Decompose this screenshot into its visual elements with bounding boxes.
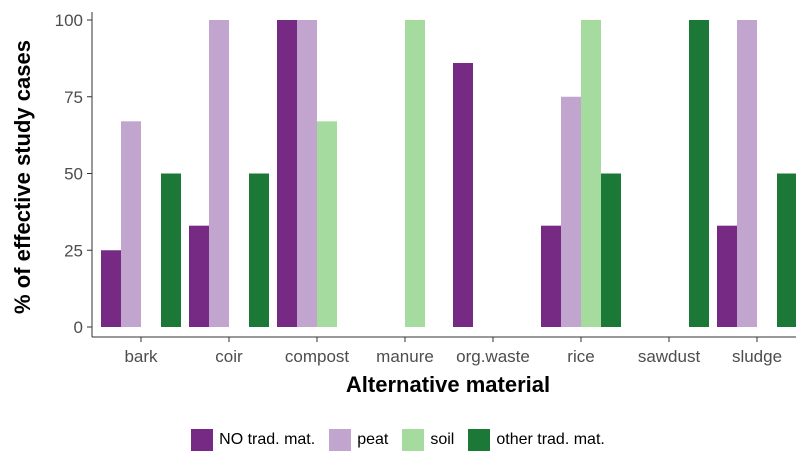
bar-rice-no-trad-mat-	[541, 225, 561, 327]
bar-coir-no-trad-mat-	[189, 225, 209, 327]
y-tick-label: 75	[64, 88, 83, 107]
legend-label: NO trad. mat.	[219, 431, 316, 448]
legend-swatch	[329, 429, 352, 451]
x-axis-title: Alternative material	[346, 372, 550, 397]
x-tick-label: bark	[124, 347, 158, 366]
bar-manure-soil	[405, 20, 425, 327]
x-axis: bark coir compost manure org.waste rice sawdus…	[92, 336, 796, 366]
plot-area	[101, 20, 796, 327]
x-tick-label: rice	[567, 347, 594, 366]
bar-bark-peat	[121, 121, 141, 327]
bar-compost-soil	[317, 121, 337, 327]
bar-compost-peat	[297, 20, 317, 327]
bar-coir-peat	[209, 20, 229, 327]
y-axis: 0 25 50 75 100	[55, 11, 93, 337]
bar-compost-no-trad-mat-	[277, 20, 297, 327]
legend-label: other trad. mat.	[496, 431, 605, 448]
y-tick-label: 100	[55, 11, 83, 30]
y-tick-label: 0	[74, 318, 83, 337]
legend-item: peat	[329, 429, 388, 451]
legend-item: other trad. mat.	[468, 429, 605, 451]
bar-sludge-peat	[737, 20, 757, 327]
legend-item: soil	[402, 429, 454, 451]
legend-label: soil	[430, 431, 455, 448]
y-tick-label: 50	[64, 165, 83, 184]
bar-coir-other-trad-mat-	[249, 173, 269, 327]
legend-item: NO trad. mat.	[191, 429, 315, 451]
bar-bark-no-trad-mat-	[101, 250, 121, 327]
bar-rice-other-trad-mat-	[601, 173, 621, 327]
bar-bark-other-trad-mat-	[161, 173, 181, 327]
y-tick-label: 25	[64, 241, 83, 260]
y-axis-title: % of effective study cases	[10, 40, 35, 314]
x-tick-label: compost	[285, 347, 350, 366]
x-tick-label: org.waste	[456, 347, 530, 366]
x-tick-label: sludge	[732, 347, 782, 366]
bar-rice-peat	[561, 96, 581, 327]
legend-swatch	[402, 429, 425, 451]
bar-chart: 0 25 50 75 100 bark coir compost manure org.wast…	[10, 11, 796, 397]
legend-label: peat	[357, 431, 389, 448]
legend-swatch	[468, 429, 491, 451]
bar-rice-soil	[581, 20, 601, 327]
bar-org.waste-no-trad-mat-	[453, 62, 473, 327]
chart-legend: NO trad. mat. peat soil other trad. mat.	[0, 425, 796, 455]
x-tick-label: manure	[376, 347, 434, 366]
bar-sawdust-other-trad-mat-	[689, 20, 709, 327]
x-tick-label: coir	[215, 347, 243, 366]
bar-sludge-other-trad-mat-	[777, 173, 796, 327]
bar-sludge-no-trad-mat-	[717, 225, 737, 327]
x-tick-label: sawdust	[638, 347, 701, 366]
legend-swatch	[191, 429, 214, 451]
